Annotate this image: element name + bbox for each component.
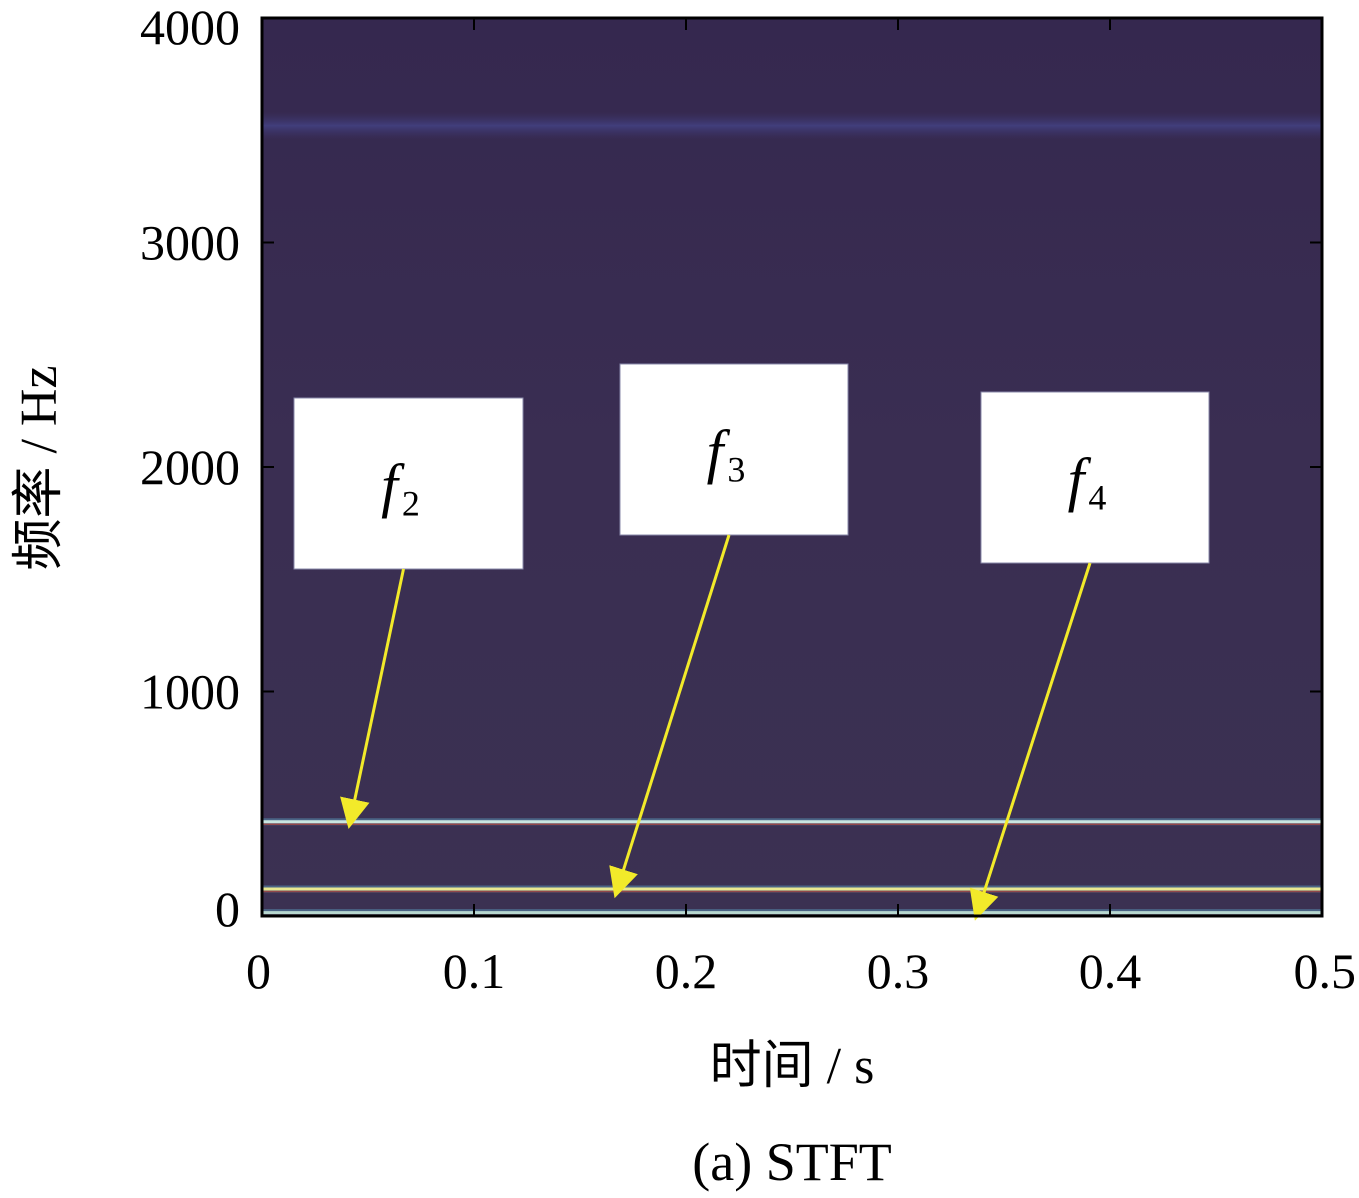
x-tick-label-4: 0.4: [1079, 943, 1142, 999]
annotation-box-f2: [293, 397, 524, 570]
annotation-arrow-f4: [969, 562, 1092, 921]
axis-ticks: 0 0.1 0.2 0.3 0.4 0.5 0 1000 2000 3000 4000: [140, 0, 1356, 999]
y-tick-label-3: 3000: [140, 215, 240, 271]
y-tick-label-0: 0: [215, 881, 240, 937]
faint-band: [262, 111, 1322, 140]
y-axis-title: 频率 / Hz: [11, 365, 68, 570]
x-tick-label-3: 0.3: [867, 943, 930, 999]
y-tick-label-2: 2000: [140, 439, 240, 495]
y-tick-label-1: 1000: [140, 664, 240, 720]
x-tick-label-1: 0.1: [443, 943, 506, 999]
x-axis-title: 时间 / s: [710, 1038, 875, 1095]
annotation-box-f3: [619, 363, 849, 536]
x-tick-label-2: 0.2: [655, 943, 718, 999]
annotation-arrow-f3: [609, 534, 731, 899]
y-tick-label-4: 4000: [140, 0, 240, 55]
x-tick-label-5: 0.5: [1294, 943, 1357, 999]
annotations: f 2f 3 f 4: [293, 363, 1210, 921]
x-tick-label-0: 0: [246, 943, 271, 999]
annotation-arrow-f2: [340, 568, 405, 829]
figure-caption: (a) STFT: [692, 1132, 891, 1192]
annotation-box-f4: [980, 391, 1210, 564]
